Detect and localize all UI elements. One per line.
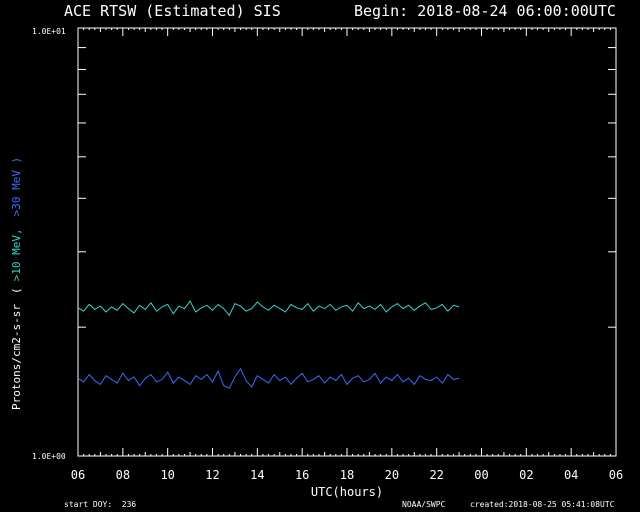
x-tick-label: 18 [340,468,354,482]
x-tick-label: 00 [474,468,488,482]
y-label-text: Protons/cm2-s-sr [10,304,23,410]
series-group [77,300,460,389]
y-axis-label: Protons/cm2-s-sr ( >10 MeV, >30 MeV ) [10,157,23,410]
chart-title: ACE RTSW (Estimated) SIS [64,2,281,20]
y-axis-label-group: Protons/cm2-s-sr ( >10 MeV, >30 MeV ) [10,157,23,410]
x-tick-label: 12 [205,468,219,482]
x-tick-label: 20 [385,468,399,482]
x-tick-label: 04 [564,468,578,482]
credit: NOAA/SWPC [402,500,446,509]
x-tick-label: 22 [429,468,443,482]
legend-30mev: >30 MeV ) [10,157,23,217]
x-axis-label: UTC(hours) [311,485,383,499]
x-tick-label: 08 [116,468,130,482]
plot-frame [77,27,617,457]
y-tick-bottom: 1.0E+00 [32,452,66,461]
tick-group: 06 08 10 12 14 16 18 20 22 00 02 04 06 [71,28,623,482]
x-tick-label: 06 [71,468,85,482]
begin-time: Begin: 2018-08-24 06:00:00UTC [354,2,616,20]
y-tick-top: 1.0E+01 [32,27,66,36]
start-doy: start DOY: 236 [64,500,137,509]
created-time: created:2018-08-25 05:41:08UTC [470,500,615,509]
x-tick-label: 16 [295,468,309,482]
legend-paren-open: ( [10,287,23,294]
axes-group [77,27,617,457]
legend-10mev: >10 MeV, [10,228,23,281]
series-line-0 [77,300,460,317]
x-tick-label: 02 [519,468,533,482]
x-tick-label: 06 [609,468,623,482]
x-tick-label: 10 [160,468,174,482]
series-line-1 [77,367,460,389]
x-tick-label: 14 [250,468,264,482]
